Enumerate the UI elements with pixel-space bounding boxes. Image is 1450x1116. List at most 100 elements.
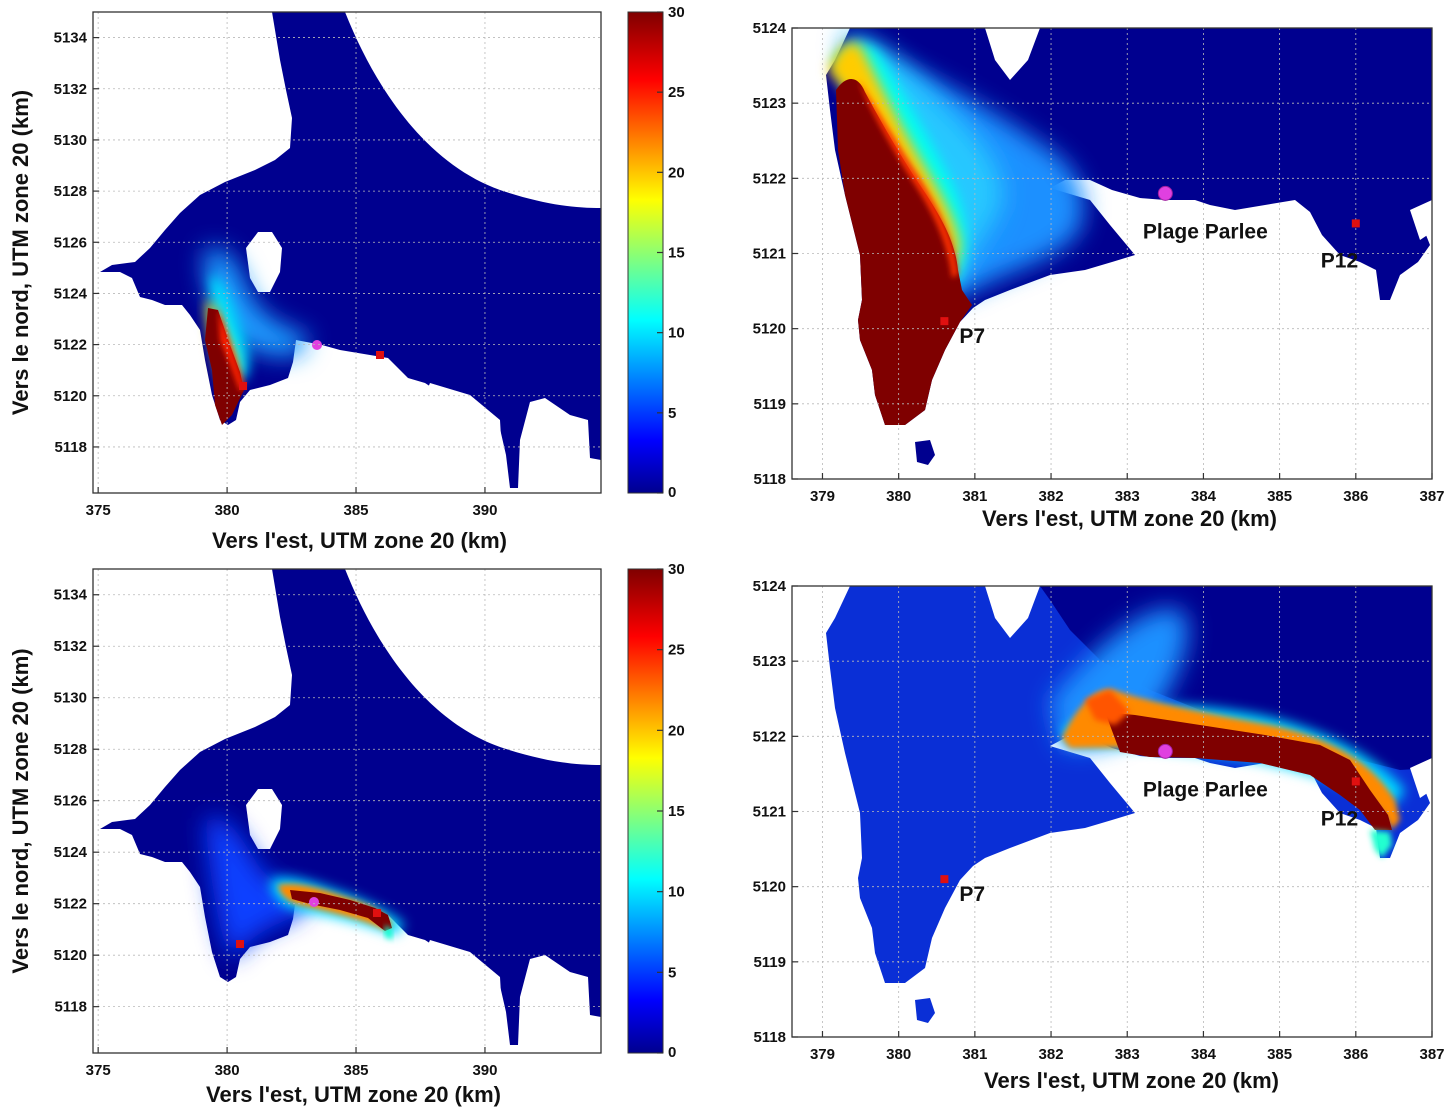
y-tick-label: 5122 <box>753 728 786 745</box>
map-panel-top-left <box>100 12 601 488</box>
y-tick-label: 5128 <box>54 183 87 200</box>
plot-frame <box>791 27 1433 480</box>
island-notch <box>985 586 1040 638</box>
y-tick-label: 5118 <box>54 999 87 1016</box>
x-tick-label: 380 <box>886 1046 911 1063</box>
place-label: P7 <box>959 883 985 906</box>
y-tick-label: 5121 <box>753 804 786 821</box>
colorbar-tick-label: 25 <box>668 642 685 659</box>
x-tick-label: 380 <box>886 488 911 505</box>
y-tick-label: 5130 <box>54 132 87 149</box>
place-label: Plage Parlee <box>1143 778 1268 801</box>
x-tick-label: 387 <box>1419 488 1444 505</box>
y-tick-label: 5118 <box>753 1029 786 1046</box>
coastline-notch <box>425 940 502 1012</box>
x-axis-label: Vers l'est, UTM zone 20 (km) <box>212 528 507 553</box>
x-tick-label: 382 <box>1039 488 1064 505</box>
x-axis-label: Vers l'est, UTM zone 20 (km) <box>982 506 1277 531</box>
bay-notch <box>1410 758 1432 798</box>
y-tick-label: 5132 <box>54 638 87 655</box>
x-axis-label: Vers l'est, UTM zone 20 (km) <box>206 1082 501 1107</box>
plot-frame <box>791 585 1433 1038</box>
rock-islet <box>915 998 935 1023</box>
y-tick-label: 5123 <box>753 653 786 670</box>
y-tick-label: 5118 <box>753 471 786 488</box>
plot-frame <box>92 568 602 1054</box>
y-tick-label: 5123 <box>753 95 786 112</box>
colorbar-tick-label: 20 <box>668 722 685 739</box>
colorbar-tick-label: 10 <box>668 325 685 342</box>
x-tick-label: 386 <box>1343 488 1368 505</box>
x-tick-label: 386 <box>1343 1046 1368 1063</box>
x-tick-label: 380 <box>215 1062 240 1079</box>
coastline-notch <box>425 383 502 455</box>
y-tick-label: 5134 <box>54 30 88 47</box>
plot-frame <box>92 11 602 494</box>
x-tick-label: 379 <box>810 1046 835 1063</box>
x-tick-label: 387 <box>1419 1046 1444 1063</box>
station-p12-marker <box>376 351 384 359</box>
x-tick-label: 390 <box>472 1062 497 1079</box>
island <box>246 232 282 292</box>
map-panel-bottom-right <box>826 586 1432 1023</box>
y-tick-label: 5132 <box>54 81 87 98</box>
x-tick-label: 385 <box>1267 1046 1292 1063</box>
place-label: Plage Parlee <box>1143 220 1268 243</box>
x-tick-label: 383 <box>1115 1046 1140 1063</box>
y-tick-label: 5119 <box>753 954 786 971</box>
island-notch <box>985 28 1040 80</box>
x-tick-label: 379 <box>810 488 835 505</box>
station-p7-marker <box>239 382 247 390</box>
y-axis-label: Vers le nord, UTM zone 20 (km) <box>8 90 33 415</box>
station-p12-marker <box>373 909 381 917</box>
plume-layer <box>1050 608 1405 858</box>
axes-top-left: 375 380 385 390 5118 5120 5122 5124 5126 5128 5130… <box>8 11 602 553</box>
y-tick-label: 5122 <box>753 170 786 187</box>
colorbar-tick-label: 0 <box>668 484 676 501</box>
place-label: P7 <box>959 325 985 348</box>
rock-islet <box>915 440 935 465</box>
colorbar-tick-label: 15 <box>668 245 685 262</box>
x-tick-label: 385 <box>1267 488 1292 505</box>
x-tick-label: 385 <box>344 1062 369 1079</box>
map-panel-top-right <box>826 28 1432 465</box>
x-tick-label: 390 <box>472 502 497 519</box>
y-tick-label: 5120 <box>753 321 786 338</box>
station-p12-marker <box>1351 219 1360 228</box>
plume-layer <box>828 32 1084 425</box>
place-label: P12 <box>1321 249 1358 272</box>
y-tick-label: 5124 <box>753 578 787 595</box>
plage-parlee-marker <box>312 340 322 350</box>
y-tick-label: 5124 <box>54 285 88 302</box>
colorbar-tick-label: 5 <box>668 964 676 981</box>
colorbar-tick-label: 25 <box>668 84 685 101</box>
markers <box>236 897 381 948</box>
y-tick-label: 5122 <box>54 337 87 354</box>
x-tick-label: 375 <box>86 1062 111 1079</box>
water-region <box>100 569 601 1045</box>
plage-parlee-marker <box>1157 743 1173 759</box>
x-tick-label: 384 <box>1191 488 1217 505</box>
x-tick-label: 380 <box>215 502 240 519</box>
axes-bottom-right: 379 380 381 382 383 384 385 386 387 5118 5119 5120 5… <box>753 578 1445 1093</box>
colorbar-tick-label: 20 <box>668 164 685 181</box>
y-tick-label: 5134 <box>54 587 88 604</box>
x-tick-label: 384 <box>1191 1046 1217 1063</box>
x-tick-label: 381 <box>962 1046 987 1063</box>
y-tick-label: 5126 <box>54 793 87 810</box>
axes-bottom-left: 375 380 385 390 5118 5120 5122 5124 5126 5128 5130… <box>8 568 602 1107</box>
colorbar-tick-label: 15 <box>668 803 685 820</box>
x-tick-label: 385 <box>344 502 369 519</box>
y-tick-label: 5124 <box>753 20 787 37</box>
y-tick-label: 5130 <box>54 690 87 707</box>
colorbar-tick-label: 10 <box>668 884 685 901</box>
map-panel-bottom-left <box>100 569 601 1045</box>
place-label: P12 <box>1321 807 1358 830</box>
x-tick-label: 382 <box>1039 1046 1064 1063</box>
x-tick-label: 383 <box>1115 488 1140 505</box>
x-tick-label: 375 <box>86 502 111 519</box>
axes-layer: 375 380 385 390 5118 5120 5122 5124 5126 5128 5130… <box>8 4 1445 1107</box>
y-tick-label: 5119 <box>753 396 786 413</box>
y-tick-label: 5122 <box>54 896 87 913</box>
